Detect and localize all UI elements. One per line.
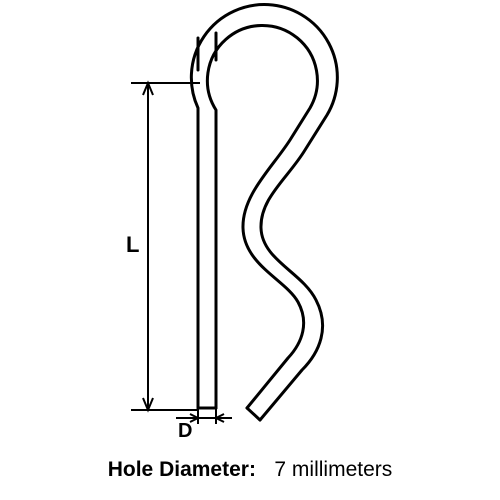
spec-line: Hole Diameter: 7 millimeters bbox=[0, 458, 500, 482]
rclip-drawing bbox=[0, 0, 500, 500]
spec-value: 7 millimeters bbox=[274, 458, 392, 481]
diagram-canvas: L D Hole Diameter: 7 millimeters bbox=[0, 0, 500, 500]
spec-key: Hole Diameter: bbox=[108, 458, 256, 481]
dimension-label-L: L bbox=[126, 232, 139, 258]
dimension-L-lines bbox=[131, 83, 200, 410]
dimension-label-D: D bbox=[178, 420, 192, 443]
